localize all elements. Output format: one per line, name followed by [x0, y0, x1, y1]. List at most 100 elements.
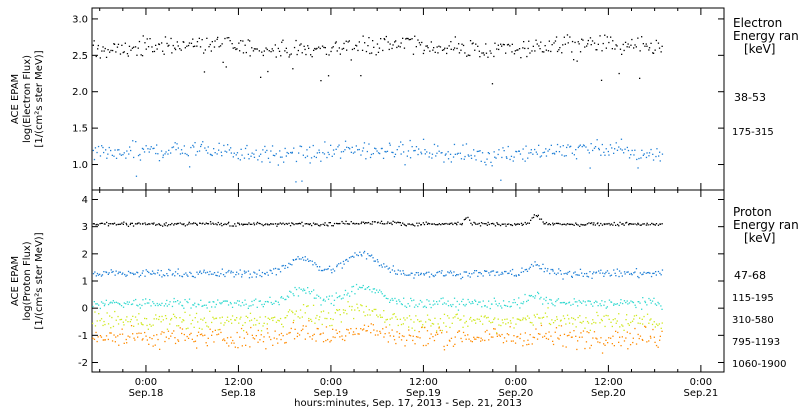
proton-point [127, 335, 129, 337]
proton-point [333, 304, 335, 306]
electron-point [228, 37, 230, 39]
electron-point [402, 37, 404, 39]
proton-point [599, 322, 601, 324]
proton-point [520, 319, 522, 322]
proton-point [165, 222, 167, 224]
proton-point [575, 274, 577, 276]
electron-point [621, 149, 623, 151]
proton-point [233, 302, 236, 304]
proton-point [316, 327, 318, 330]
proton-point [239, 336, 241, 338]
proton-point [320, 224, 322, 226]
proton-point [478, 272, 480, 274]
electron-point [268, 50, 270, 52]
electron-point [128, 153, 130, 155]
proton-point [178, 325, 180, 327]
proton-point [445, 325, 447, 327]
electron-point [426, 151, 428, 153]
electron-point [564, 43, 566, 45]
proton-point [319, 316, 321, 318]
electron-point [388, 142, 391, 144]
proton-point [554, 320, 556, 322]
proton-point [455, 306, 457, 308]
proton-point [361, 286, 363, 289]
proton-point [232, 225, 235, 227]
electron-point [107, 49, 109, 51]
electron-point [232, 47, 234, 49]
proton-point [492, 222, 494, 225]
electron-point [463, 158, 465, 160]
electron-point [606, 36, 608, 38]
electron-point [106, 157, 108, 159]
proton-point [245, 271, 247, 273]
proton-point [188, 298, 191, 300]
electron-point [619, 148, 622, 150]
proton-point [416, 222, 418, 224]
proton-point [408, 315, 411, 317]
electron-point [428, 156, 430, 158]
proton-point [241, 276, 243, 278]
proton-point [443, 345, 445, 348]
electron-point [513, 53, 516, 55]
proton-point [249, 273, 251, 275]
proton-point [651, 323, 654, 326]
proton-point [293, 294, 295, 297]
electron-point [467, 54, 469, 56]
proton-point [626, 221, 628, 224]
proton-point [480, 340, 482, 342]
proton-point [118, 344, 120, 346]
proton-point [626, 300, 628, 302]
electron-point [621, 53, 623, 55]
proton-point [418, 222, 420, 224]
proton-point [472, 302, 474, 304]
proton-point [317, 224, 320, 227]
proton-point [456, 300, 458, 303]
proton-point [171, 274, 173, 276]
proton-point [201, 328, 203, 330]
proton-point [482, 300, 484, 302]
proton-point [533, 214, 535, 216]
proton-point [560, 319, 562, 321]
proton-point [437, 271, 439, 273]
electron-point [355, 145, 357, 147]
proton-legend-series-3: 310-580 [732, 315, 774, 326]
proton-point [328, 222, 330, 224]
proton-point [372, 310, 374, 312]
proton-point [606, 223, 609, 225]
proton-point [168, 268, 170, 271]
electron-point [553, 42, 555, 44]
proton-point [635, 314, 638, 317]
electron-point [278, 50, 281, 52]
electron-point [166, 42, 168, 45]
electron-point [184, 47, 186, 49]
electron-point [436, 46, 438, 48]
electron-point [493, 55, 495, 58]
proton-point [603, 275, 605, 277]
proton-point [381, 293, 383, 295]
proton-point [449, 222, 451, 225]
electron-series-0 [92, 34, 663, 85]
proton-point [474, 319, 476, 321]
proton-point [414, 329, 416, 332]
electron-point [399, 46, 401, 48]
proton-point [97, 274, 100, 276]
proton-point [270, 301, 272, 304]
proton-point [332, 225, 334, 227]
proton-point [261, 303, 263, 306]
proton-point [514, 342, 517, 344]
proton-point [659, 339, 661, 341]
electron-point [528, 40, 530, 42]
proton-point [160, 304, 162, 306]
electron-point [380, 38, 382, 40]
proton-point [434, 303, 436, 305]
proton-point [473, 338, 476, 340]
proton-point [495, 271, 498, 273]
proton-point [425, 344, 427, 347]
proton-point [181, 276, 184, 278]
proton-point [437, 323, 439, 325]
proton-point [400, 323, 403, 326]
proton-point [559, 223, 561, 225]
proton-point [586, 331, 588, 333]
proton-point [176, 325, 178, 327]
proton-point [251, 223, 253, 225]
